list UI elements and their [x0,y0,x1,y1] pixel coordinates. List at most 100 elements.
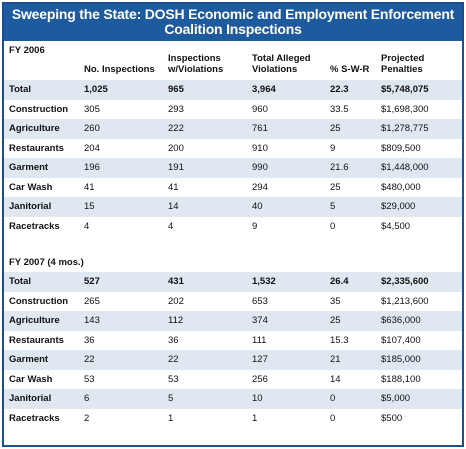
table-row: Garment 22 22 127 21 $185,000 [4,350,462,370]
table-row: Racetracks 2 1 1 0 $500 [4,409,462,429]
cell-alleged: 294 [252,181,268,193]
col-header-inspections: No. Inspections [84,64,155,75]
cell-violations: 200 [168,142,184,154]
cell-inspections: 41 [84,181,95,193]
cell-alleged: 990 [252,162,268,174]
row-label: Janitorial [9,201,52,213]
cell-violations: 112 [168,315,184,327]
cell-swr: 21.6 [330,162,349,174]
cell-alleged: 761 [252,123,268,135]
cell-penalties: $29,000 [381,201,416,213]
cell-swr: 33.5 [330,103,349,115]
row-label: Total [9,84,31,96]
fy2007-label: FY 2007 (4 mos.) [9,257,84,268]
cell-inspections: 4 [84,220,90,232]
header-row: FY 2006 No. Inspections Inspections w/Vi… [4,41,462,80]
cell-swr: 25 [330,181,341,193]
row-label: Janitorial [9,393,52,405]
section-separator: FY 2007 (4 mos.) [4,236,462,272]
cell-penalties: $1,213,600 [381,295,429,307]
cell-violations: 965 [168,84,184,96]
cell-violations: 14 [168,201,179,213]
table-row: Construction 265 202 653 35 $1,213,600 [4,292,462,312]
cell-inspections: 143 [84,315,100,327]
row-label: Garment [9,162,49,174]
table-row: Total 527 431 1,532 26.4 $2,335,600 [4,272,462,292]
cell-violations: 41 [168,181,179,193]
cell-inspections: 22 [84,354,95,366]
cell-penalties: $1,448,000 [381,162,429,174]
table-row: Restaurants 36 36 111 15.3 $107,400 [4,331,462,351]
row-label: Total [9,276,31,288]
cell-alleged: 256 [252,373,268,385]
cell-alleged: 127 [252,354,268,366]
cell-inspections: 15 [84,201,95,213]
col-header-alleged: Total Alleged Violations [252,53,311,75]
cell-inspections: 204 [84,142,100,154]
cell-violations: 53 [168,373,179,385]
cell-penalties: $185,000 [381,354,421,366]
row-label: Racetracks [9,412,60,424]
col-header-swr: % S-W-R [330,64,370,75]
cell-inspections: 305 [84,103,100,115]
table-row: Agriculture 260 222 761 25 $1,278,775 [4,119,462,139]
row-label: Construction [9,103,69,115]
inspections-table: FY 2006 No. Inspections Inspections w/Vi… [4,41,462,428]
cell-alleged: 653 [252,295,268,307]
cell-swr: 26.4 [330,276,349,288]
cell-swr: 25 [330,123,341,135]
table-row: Car Wash 53 53 256 14 $188,100 [4,370,462,390]
cell-swr: 21 [330,354,341,366]
cell-swr: 0 [330,412,336,424]
row-label: Restaurants [9,142,64,154]
cell-penalties: $480,000 [381,181,421,193]
cell-alleged: 40 [252,201,263,213]
cell-violations: 4 [168,220,174,232]
cell-penalties: $500 [381,412,403,424]
cell-alleged: 1,532 [252,276,276,288]
cell-violations: 1 [168,412,174,424]
cell-swr: 15.3 [330,334,349,346]
table-row: Construction 305 293 960 33.5 $1,698,300 [4,100,462,120]
cell-inspections: 527 [84,276,100,288]
cell-alleged: 910 [252,142,268,154]
cell-swr: 0 [330,220,336,232]
cell-inspections: 1,025 [84,84,108,96]
cell-penalties: $5,000 [381,393,411,405]
cell-penalties: $5,748,075 [381,84,429,96]
cell-violations: 36 [168,334,179,346]
table-row: Restaurants 204 200 910 9 $809,500 [4,139,462,159]
table-row: Janitorial 6 5 10 0 $5,000 [4,389,462,409]
cell-alleged: 1 [252,412,258,424]
cell-alleged: 10 [252,393,263,405]
cell-penalties: $4,500 [381,220,411,232]
table-row: Agriculture 143 112 374 25 $636,000 [4,311,462,331]
fy2007-heading-row: FY 2007 (4 mos.) [4,253,462,272]
cell-swr: 35 [330,295,341,307]
cell-swr: 0 [330,393,336,405]
cell-violations: 222 [168,123,184,135]
cell-alleged: 374 [252,315,268,327]
fy2007-body: Total 527 431 1,532 26.4 $2,335,600 Constructi… [4,272,462,428]
row-label: Racetracks [9,220,60,232]
cell-alleged: 3,964 [252,84,276,96]
cell-penalties: $636,000 [381,315,421,327]
title-line-1: Sweeping the State: DOSH Economic and Em… [11,6,455,22]
table-title: Sweeping the State: DOSH Economic and Em… [4,4,462,41]
table-row: Total 1,025 965 3,964 22.3 $5,748,075 [4,80,462,100]
cell-swr: 14 [330,373,341,385]
cell-inspections: 260 [84,123,100,135]
row-label: Car Wash [9,181,53,193]
title-line-2: Coalition Inspections [164,21,302,37]
cell-swr: 25 [330,315,341,327]
cell-inspections: 53 [84,373,95,385]
cell-inspections: 6 [84,393,90,405]
cell-swr: 9 [330,142,336,154]
table-row: Racetracks 4 4 9 0 $4,500 [4,217,462,237]
cell-swr: 22.3 [330,84,349,96]
table-row: Janitorial 15 14 40 5 $29,000 [4,197,462,217]
row-label: Agriculture [9,315,60,327]
cell-inspections: 2 [84,412,90,424]
cell-violations: 191 [168,162,184,174]
